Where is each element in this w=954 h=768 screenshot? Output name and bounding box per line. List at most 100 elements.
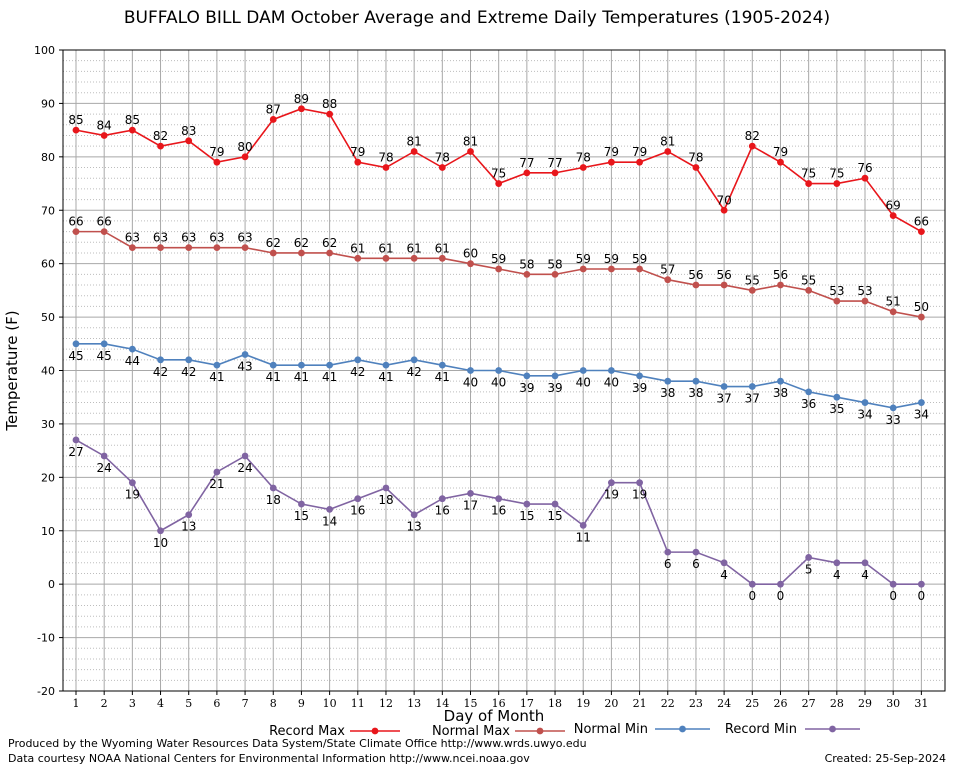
normal-min-point xyxy=(636,372,643,380)
normal-max-data-label: 57 xyxy=(660,263,675,277)
y-tick-label: 50 xyxy=(41,311,55,324)
record-max-data-label: 69 xyxy=(886,199,901,213)
record-max-point xyxy=(917,228,925,236)
record-min-point xyxy=(551,500,559,508)
normal-max-point xyxy=(889,308,897,316)
normal-max-point xyxy=(185,244,193,252)
normal-min-data-label: 42 xyxy=(153,365,168,379)
record-max-point xyxy=(298,105,305,113)
normal-max-point xyxy=(579,265,587,273)
record-min-point xyxy=(861,559,869,567)
record-min-point xyxy=(692,548,700,556)
normal-min-point xyxy=(326,361,334,369)
series: 85 84 85 82 83 79 80 87 89 88 79 78 81 78 81 75 77 77 78 79… xyxy=(68,92,929,603)
record-min-point xyxy=(495,495,503,503)
record-min-data-label: 4 xyxy=(833,568,841,582)
normal-max-point xyxy=(917,313,925,321)
normal-max-point xyxy=(748,286,756,294)
footer-data-courtesy: Data courtesy NOAA National Centers for … xyxy=(8,752,530,765)
record-max-point xyxy=(382,164,390,171)
normal-min-data-label: 42 xyxy=(407,365,422,379)
x-tick-label: 1 xyxy=(73,697,80,710)
record-min-point xyxy=(607,479,615,487)
y-tick-label: 40 xyxy=(41,365,55,378)
y-tick-label: 90 xyxy=(41,97,55,110)
record-min-data-label: 11 xyxy=(576,530,591,544)
record-min-data-label: 10 xyxy=(153,536,168,550)
normal-min-data-label: 38 xyxy=(660,386,675,400)
record-max-point xyxy=(692,164,700,171)
record-max-data-label: 79 xyxy=(209,145,224,159)
record-max-data-label: 77 xyxy=(547,156,562,170)
record-max-point xyxy=(269,116,277,123)
x-tick-label: 11 xyxy=(351,697,365,710)
normal-min-data-label: 41 xyxy=(209,370,224,384)
record-max-point xyxy=(607,158,615,166)
record-min-data-label: 6 xyxy=(692,557,700,571)
normal-max-data-label: 59 xyxy=(604,252,619,266)
normal-min-data-label: 40 xyxy=(576,376,591,390)
x-tick-label: 25 xyxy=(745,697,759,710)
record-min-data-label: 16 xyxy=(350,504,365,518)
normal-max-point xyxy=(551,270,559,278)
record-min-point xyxy=(241,452,249,460)
x-tick-label: 22 xyxy=(661,697,675,710)
record-max-data-label: 81 xyxy=(660,134,675,148)
normal-min-point xyxy=(382,361,390,369)
record-max-point xyxy=(241,153,249,161)
record-min-data-label: 19 xyxy=(604,488,619,502)
record-min-point xyxy=(805,554,813,561)
normal-min-data-label: 45 xyxy=(68,349,83,363)
normal-min-point xyxy=(748,383,756,390)
record-max-point xyxy=(579,164,587,171)
normal-min-data-label: 42 xyxy=(181,365,196,379)
x-tick-label: 30 xyxy=(886,697,900,710)
normal-max-data-label: 56 xyxy=(688,268,703,282)
normal-max-data-label: 63 xyxy=(153,231,168,245)
record-min-data-label: 17 xyxy=(463,498,478,512)
record-max-data-label: 66 xyxy=(914,215,929,229)
legend-swatch-marker xyxy=(371,727,379,735)
normal-min-point xyxy=(467,367,474,374)
normal-max-point xyxy=(298,249,305,257)
normal-min-data-label: 34 xyxy=(914,408,929,422)
record-max-point xyxy=(128,126,136,134)
normal-min-point xyxy=(410,356,418,364)
record-max-data-label: 70 xyxy=(716,193,731,207)
record-min-data-label: 27 xyxy=(68,445,83,459)
normal-max-data-label: 59 xyxy=(632,252,647,266)
normal-min-point xyxy=(607,367,615,374)
normal-max-point xyxy=(777,281,784,289)
x-tick-label: 27 xyxy=(802,697,816,710)
record-max-data-label: 85 xyxy=(125,113,140,127)
y-tick-label: -10 xyxy=(37,632,55,645)
y-tick-label: -20 xyxy=(37,685,55,698)
y-tick-label: 70 xyxy=(41,204,55,217)
record-min-point xyxy=(298,500,305,508)
x-tick-label: 3 xyxy=(129,697,136,710)
legend-item-record-max: Record Max xyxy=(269,724,400,739)
normal-max-point xyxy=(128,244,136,252)
normal-min-point xyxy=(889,404,897,412)
record-max-data-label: 75 xyxy=(829,167,844,181)
x-tick-label: 24 xyxy=(717,697,731,710)
record-max-point xyxy=(805,180,813,187)
normal-min-data-label: 37 xyxy=(745,392,760,406)
normal-min-data-label: 39 xyxy=(632,381,647,395)
normal-max-point xyxy=(326,249,334,257)
record-max-point xyxy=(354,158,362,166)
normal-min-point xyxy=(777,377,784,385)
record-max-point xyxy=(523,169,531,177)
x-tick-label: 5 xyxy=(185,697,192,710)
normal-max-data-label: 63 xyxy=(125,231,140,245)
record-min-point xyxy=(410,511,418,519)
x-tick-label: 23 xyxy=(689,697,703,710)
normal-max-point xyxy=(636,265,643,273)
record-min-data-label: 19 xyxy=(632,488,647,502)
record-min-point xyxy=(917,580,925,588)
normal-max-data-label: 63 xyxy=(209,231,224,245)
x-tick-label: 31 xyxy=(914,697,928,710)
normal-min-data-label: 39 xyxy=(547,381,562,395)
normal-min-point xyxy=(157,356,164,364)
